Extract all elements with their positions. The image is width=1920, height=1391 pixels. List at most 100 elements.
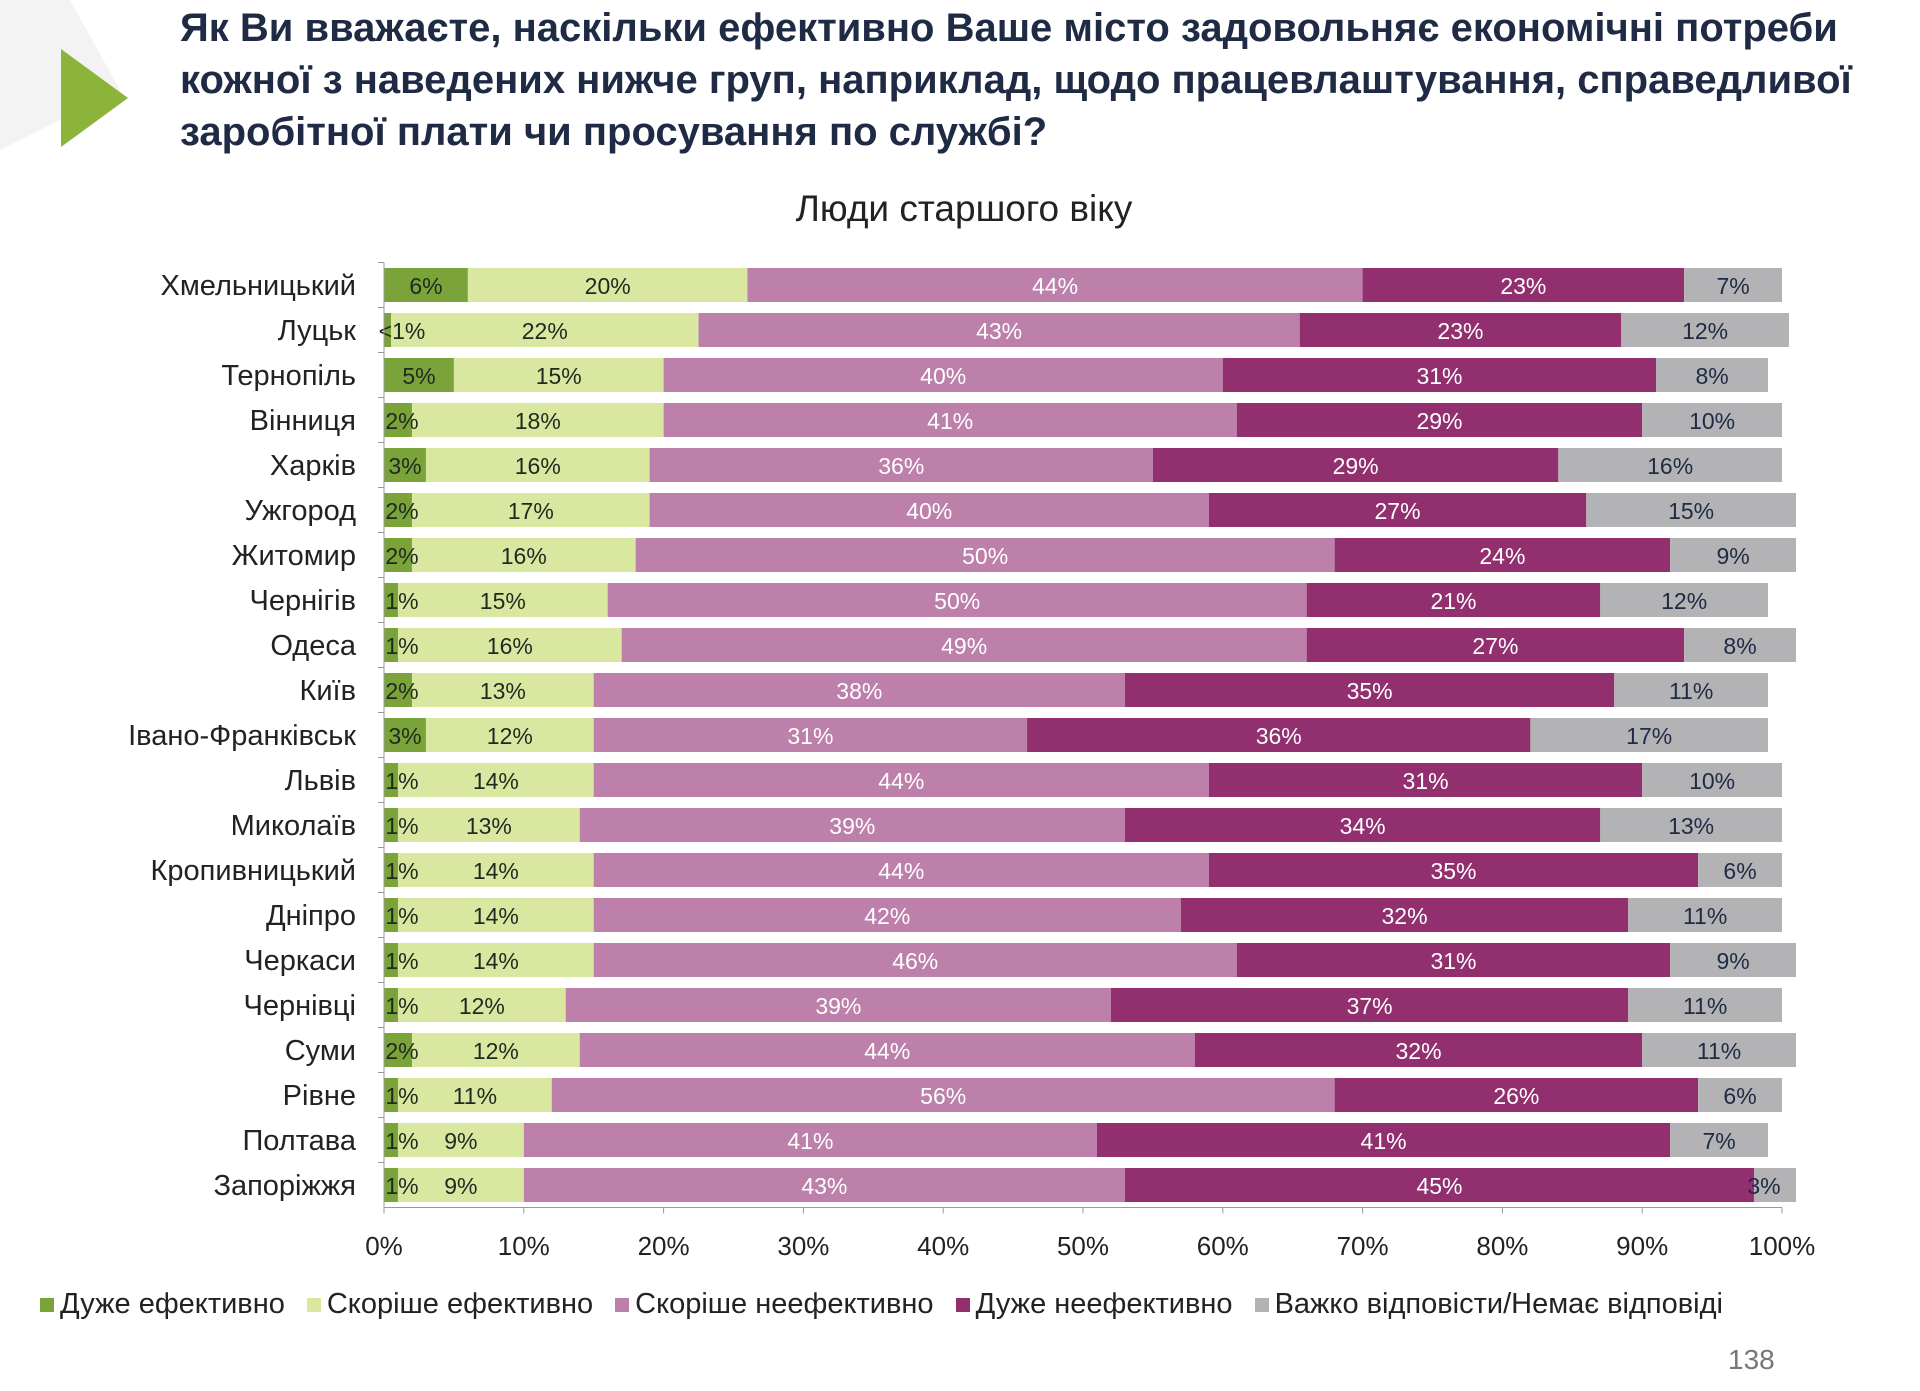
data-label: 10% xyxy=(1689,768,1735,794)
bar-segment xyxy=(425,448,650,482)
category-label: Житомир xyxy=(232,540,356,572)
data-label: 1% xyxy=(385,903,418,929)
data-label: 14% xyxy=(473,768,519,794)
data-label: 11% xyxy=(1669,678,1713,704)
data-label: 1% xyxy=(385,588,418,614)
x-tick-label: 0% xyxy=(365,1231,403,1261)
data-label: 14% xyxy=(473,858,519,884)
data-label: 12% xyxy=(1661,588,1707,614)
data-label: 40% xyxy=(920,363,966,389)
bar-segment xyxy=(384,943,398,977)
bar-segment xyxy=(384,403,412,437)
bar-segment xyxy=(1670,538,1796,572)
data-label: 32% xyxy=(1382,903,1428,929)
legend-swatch xyxy=(955,1297,970,1312)
bar-segment xyxy=(397,853,594,887)
bar-segment xyxy=(1124,808,1601,842)
bar-segment xyxy=(384,1078,398,1112)
data-label: 43% xyxy=(801,1173,847,1199)
bar-segment xyxy=(1096,1123,1671,1157)
bar-segment xyxy=(565,988,1111,1022)
data-label: 2% xyxy=(385,1038,418,1064)
data-label: 12% xyxy=(1682,318,1728,344)
data-label: 2% xyxy=(385,543,418,569)
data-label: 15% xyxy=(536,363,582,389)
data-label: 11% xyxy=(1683,993,1727,1019)
bar-segment xyxy=(593,763,1209,797)
category-label: Київ xyxy=(299,675,356,707)
data-label: 9% xyxy=(1716,543,1749,569)
data-label: 11% xyxy=(1697,1038,1741,1064)
bar-segment xyxy=(649,493,1209,527)
data-label: 49% xyxy=(941,633,987,659)
bar-segment xyxy=(747,268,1363,302)
bar-segment xyxy=(593,673,1125,707)
page-number: 138 xyxy=(1728,1344,1775,1375)
category-label: Вінниця xyxy=(250,405,356,437)
bar-segment xyxy=(1334,538,1671,572)
data-label: 11% xyxy=(453,1083,497,1109)
x-tick-label: 40% xyxy=(917,1231,969,1261)
category-label: Луцьк xyxy=(278,315,357,347)
data-label: 1% xyxy=(385,1128,418,1154)
x-tick-label: 100% xyxy=(1749,1231,1816,1261)
bar-segment xyxy=(384,268,468,302)
x-tick-label: 60% xyxy=(1197,1231,1249,1261)
data-label: 14% xyxy=(473,903,519,929)
category-label: Ужгород xyxy=(245,495,357,527)
category-label: Запоріжжя xyxy=(213,1170,356,1202)
category-label: Тернопіль xyxy=(221,360,356,392)
bar-segment xyxy=(1222,358,1657,392)
bar-segment xyxy=(467,268,748,302)
x-tick-label: 90% xyxy=(1616,1231,1668,1261)
bar-segment xyxy=(1600,583,1769,617)
data-label: 50% xyxy=(934,588,980,614)
data-label: 7% xyxy=(1716,273,1749,299)
category-label: Харків xyxy=(270,450,356,482)
data-label: 44% xyxy=(1032,273,1078,299)
bar-segment xyxy=(384,1123,398,1157)
bar-segment xyxy=(384,538,412,572)
data-label: 46% xyxy=(892,948,938,974)
data-label: 21% xyxy=(1430,588,1476,614)
bar-segment xyxy=(1614,673,1769,707)
bar-segment xyxy=(1642,763,1782,797)
data-label: 44% xyxy=(864,1038,910,1064)
bar-segment xyxy=(1698,1078,1782,1112)
data-label: 5% xyxy=(402,363,435,389)
data-label: 17% xyxy=(1626,723,1672,749)
category-label: Рівне xyxy=(283,1080,356,1112)
category-label: Суми xyxy=(285,1035,356,1067)
bar-segment xyxy=(453,358,664,392)
x-tick-label: 30% xyxy=(777,1231,829,1261)
data-label: 42% xyxy=(864,903,910,929)
bar-segment xyxy=(1208,493,1587,527)
data-label: 14% xyxy=(473,948,519,974)
bar-segment xyxy=(384,853,398,887)
legend-label: Скоріше неефективно xyxy=(635,1288,934,1320)
x-tick-label: 80% xyxy=(1476,1231,1528,1261)
category-label: Львів xyxy=(285,765,356,797)
data-label: 9% xyxy=(444,1173,477,1199)
data-label: 22% xyxy=(522,318,568,344)
bar-segment xyxy=(397,583,608,617)
bar-segment xyxy=(607,583,1307,617)
bar-segment xyxy=(411,403,664,437)
bar-segment xyxy=(411,538,636,572)
data-label: 36% xyxy=(878,453,924,479)
bar-segment xyxy=(425,718,594,752)
data-label: 24% xyxy=(1479,543,1525,569)
bar-segment xyxy=(384,763,398,797)
bar-segment xyxy=(1670,943,1796,977)
bar-segment xyxy=(523,1168,1125,1202)
bar-segment xyxy=(635,538,1335,572)
bar-segment xyxy=(390,313,699,347)
category-label: Чернігів xyxy=(250,585,356,617)
data-label: 41% xyxy=(927,408,973,434)
data-label: 40% xyxy=(906,498,952,524)
bar-segment xyxy=(411,1033,580,1067)
bar-segment xyxy=(1642,403,1782,437)
data-label: 3% xyxy=(388,453,421,479)
bar-segment xyxy=(1208,853,1699,887)
bar-segment xyxy=(384,808,398,842)
